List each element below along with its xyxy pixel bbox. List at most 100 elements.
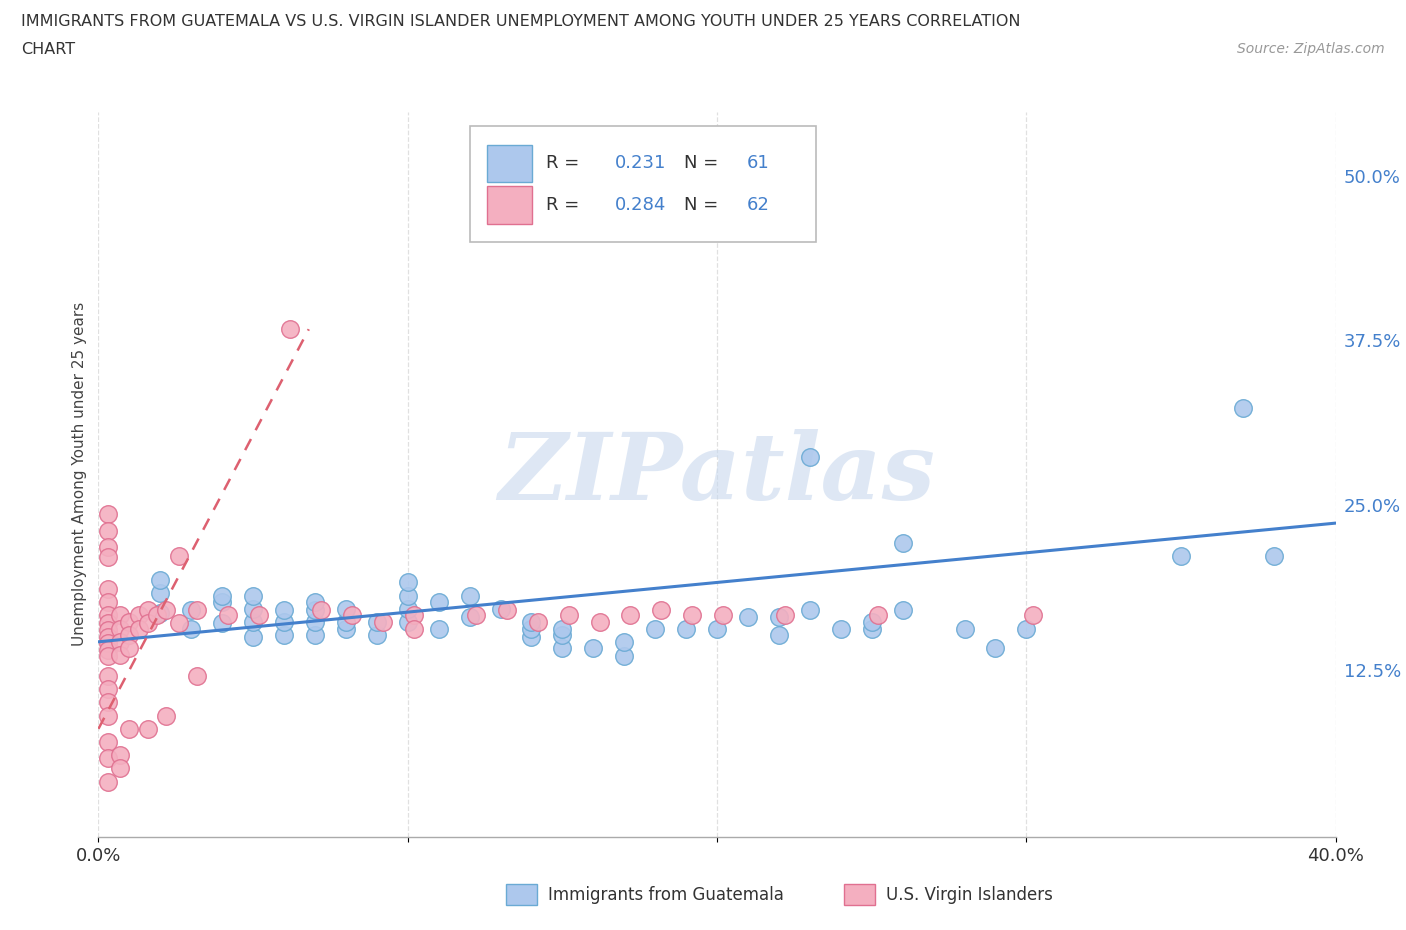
Point [97, 524, 120, 538]
Point [619, 608, 641, 623]
Point [217, 608, 239, 623]
Point [613, 634, 636, 649]
Point [97, 595, 120, 610]
Point [97, 735, 120, 750]
Point [396, 588, 419, 603]
Point [340, 608, 363, 623]
Text: IMMIGRANTS FROM GUATEMALA VS U.S. VIRGIN ISLANDER UNEMPLOYMENT AMONG YOUTH UNDER: IMMIGRANTS FROM GUATEMALA VS U.S. VIRGIN… [21, 14, 1021, 29]
Point [675, 621, 697, 636]
Point [1232, 401, 1254, 416]
Point [97, 507, 120, 522]
Point [551, 621, 574, 636]
Point [118, 615, 141, 630]
Text: N =: N = [685, 154, 724, 172]
Text: 50.0%: 50.0% [1344, 168, 1400, 187]
Point [495, 603, 517, 618]
Text: R =: R = [546, 196, 585, 214]
Point [242, 629, 264, 644]
Point [108, 748, 131, 763]
Text: N =: N = [685, 196, 724, 214]
Text: U.S. Virgin Islanders: U.S. Virgin Islanders [886, 885, 1053, 904]
Point [371, 615, 394, 630]
Point [644, 621, 666, 636]
Point [136, 603, 159, 618]
Point [242, 588, 264, 603]
Point [402, 621, 425, 636]
Point [711, 608, 734, 623]
Point [211, 616, 233, 631]
Point [526, 615, 548, 630]
Point [97, 643, 120, 658]
Point [273, 615, 295, 630]
Point [799, 450, 821, 465]
Point [108, 634, 131, 649]
Point [520, 615, 543, 630]
Point [128, 621, 150, 636]
Y-axis label: Unemployment Among Youth under 25 years: Unemployment Among Youth under 25 years [72, 302, 87, 646]
Point [366, 628, 388, 643]
Point [118, 628, 141, 643]
Text: CHART: CHART [21, 42, 75, 57]
Point [891, 603, 914, 618]
Text: 37.5%: 37.5% [1344, 334, 1402, 352]
Point [396, 602, 419, 617]
Point [304, 595, 326, 610]
Point [97, 669, 120, 684]
Point [953, 621, 976, 636]
Point [180, 621, 202, 636]
Point [1015, 621, 1038, 636]
Point [97, 581, 120, 596]
Point [97, 629, 120, 644]
Text: Source: ZipAtlas.com: Source: ZipAtlas.com [1237, 42, 1385, 56]
Point [186, 603, 208, 618]
Point [97, 751, 120, 765]
Point [97, 649, 120, 664]
Point [304, 603, 326, 618]
Point [464, 608, 486, 623]
Text: Immigrants from Guatemala: Immigrants from Guatemala [548, 885, 785, 904]
Point [247, 608, 270, 623]
Point [706, 621, 728, 636]
Text: R =: R = [546, 154, 585, 172]
Point [1263, 549, 1285, 564]
Point [768, 628, 790, 643]
Point [108, 621, 131, 636]
Point [97, 550, 120, 565]
Point [520, 621, 543, 636]
Point [273, 628, 295, 643]
Text: 0.284: 0.284 [614, 196, 666, 214]
Text: 61: 61 [747, 154, 769, 172]
Text: ZIPatlas: ZIPatlas [499, 430, 935, 519]
Point [304, 615, 326, 630]
Point [146, 608, 169, 623]
Point [335, 621, 357, 636]
Point [149, 572, 172, 587]
Text: 62: 62 [747, 196, 769, 214]
Text: 0.231: 0.231 [614, 154, 666, 172]
Point [273, 603, 295, 618]
Point [128, 608, 150, 623]
Point [335, 602, 357, 617]
Point [458, 609, 481, 624]
Point [860, 615, 883, 630]
Point [180, 603, 202, 618]
Point [97, 622, 120, 637]
Point [278, 322, 301, 337]
Text: 12.5%: 12.5% [1344, 663, 1402, 681]
Point [866, 608, 889, 623]
Point [211, 588, 233, 603]
Point [984, 641, 1007, 656]
Point [1170, 549, 1192, 564]
Point [97, 774, 120, 789]
Point [681, 608, 703, 623]
Point [396, 615, 419, 630]
Point [366, 615, 388, 630]
Point [155, 709, 177, 724]
Point [427, 621, 450, 636]
Point [830, 621, 852, 636]
Point [551, 628, 574, 643]
Point [97, 616, 120, 631]
Text: 25.0%: 25.0% [1344, 498, 1402, 516]
Point [149, 605, 172, 620]
Point [304, 628, 326, 643]
